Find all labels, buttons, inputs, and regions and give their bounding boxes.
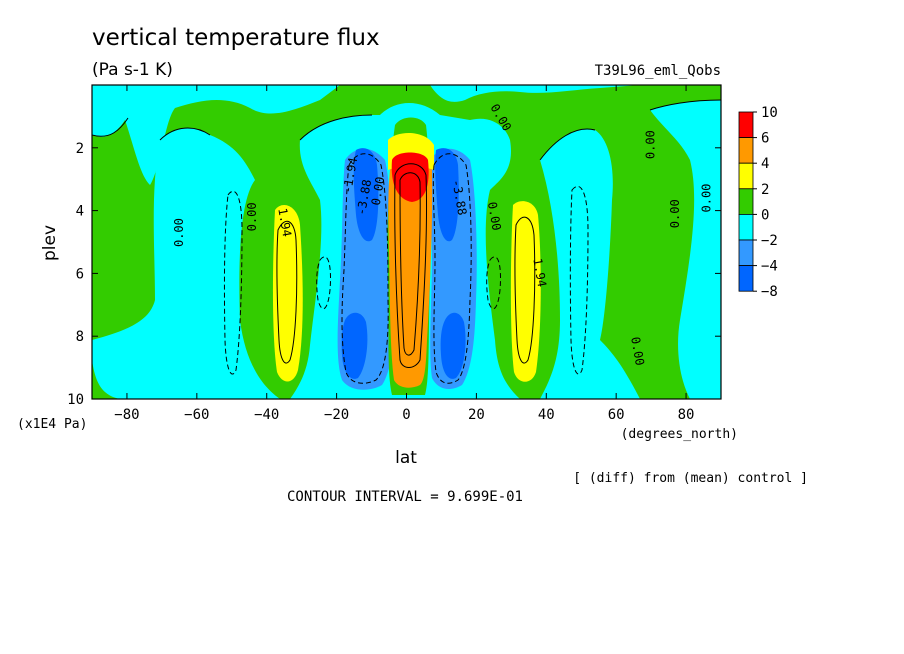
positive-column-core (391, 152, 429, 202)
colorbar-label: 0 (761, 207, 769, 223)
contour-label: 0.00 (245, 202, 259, 231)
colorbar-label: −8 (761, 284, 778, 300)
y-tick-label: 6 (76, 266, 84, 282)
x-tick-label: 20 (468, 407, 485, 423)
contour-label: 0.00 (172, 218, 186, 247)
negative-band-north-mid (540, 129, 640, 399)
contour-label: 0.00 (369, 176, 388, 207)
colorbar-label: 6 (761, 131, 769, 147)
colorbar: 10 6 4 2 0 −2 −4 −8 (738, 105, 778, 300)
contour-labels: 0.000.00 1.94-1.94-3.880.00 -3.88 0.000.001… (172, 102, 714, 367)
contour-label: 0.00 (700, 184, 714, 213)
x-tick-label: 40 (538, 407, 555, 423)
positive-cell-south (272, 205, 303, 382)
colorbar-swatch (738, 111, 754, 139)
negative-cell-north-core (435, 148, 459, 242)
x-tick-label: −40 (254, 407, 279, 423)
colorbar-label: −4 (761, 259, 778, 275)
contour-label: 1.94 (275, 207, 294, 238)
negative-cell-south-core (353, 148, 379, 242)
colorbar-swatch (738, 137, 754, 164)
y-tick-label: 2 (76, 141, 84, 157)
y-axis-label: plev (40, 225, 60, 261)
contour-label: 0.00 (485, 201, 504, 232)
negative-cell-south-lower (341, 312, 368, 379)
negative-band-south-mid (92, 128, 280, 399)
colorbar-swatch (738, 265, 754, 292)
colorbar-swatch (738, 213, 754, 241)
negative-band-northern (650, 100, 721, 399)
colorbar-swatch (738, 162, 754, 190)
x-tick-label: 80 (678, 407, 695, 423)
colorbar-label: 4 (761, 156, 769, 172)
x-tick-label: −20 (324, 407, 349, 423)
contour-label: 0.00 (644, 130, 658, 159)
x-axis-label: lat (395, 448, 417, 468)
contour-label: -3.88 (354, 178, 374, 216)
negative-band-top (430, 85, 640, 102)
contour-label: -3.88 (449, 178, 469, 216)
chart-subtitle: (Pa s-1 K) (92, 60, 173, 80)
plot-area: 0.000.00 1.94-1.94-3.880.00 -3.88 0.000.001… (92, 85, 721, 399)
contour-label: 0.00 (668, 199, 682, 228)
x-tick-label: −60 (184, 407, 209, 423)
colorbar-label: 2 (761, 182, 769, 198)
y-tick-label: 4 (76, 204, 84, 220)
y-axis-unit: (x1E4 Pa) (17, 417, 87, 432)
x-tick-label: −80 (114, 407, 139, 423)
colorbar-swatch (738, 239, 754, 267)
contour-label: 1.94 (530, 257, 549, 288)
x-tick-label: 0 (402, 407, 410, 423)
colorbar-swatch (738, 188, 754, 215)
note-label: [ (diff) from (mean) control ] (573, 471, 808, 486)
positive-cell-north (510, 201, 541, 382)
contour-label: 0.00 (628, 336, 647, 367)
chart-title: vertical temperature flux (92, 25, 380, 51)
negative-cell-north-lower (440, 312, 466, 379)
colorbar-label: −2 (761, 233, 778, 249)
positive-column (388, 151, 433, 388)
y-tick-label: 8 (76, 329, 84, 345)
y-axis: 2 4 6 8 10 (67, 141, 721, 408)
y-tick-label: 10 (67, 392, 84, 408)
x-axis-unit: (degrees_north) (621, 427, 738, 442)
negative-band-southern (92, 85, 340, 185)
colorbar-label: 10 (761, 105, 778, 121)
contour-label: -1.94 (340, 156, 360, 194)
x-axis: −80 −60 −40 −20 0 20 40 60 80 (114, 85, 694, 423)
x-tick-label: 60 (608, 407, 625, 423)
experiment-label: T39L96_eml_Qobs (595, 63, 721, 79)
contour-interval-label: CONTOUR INTERVAL = 9.699E-01 (287, 489, 523, 505)
